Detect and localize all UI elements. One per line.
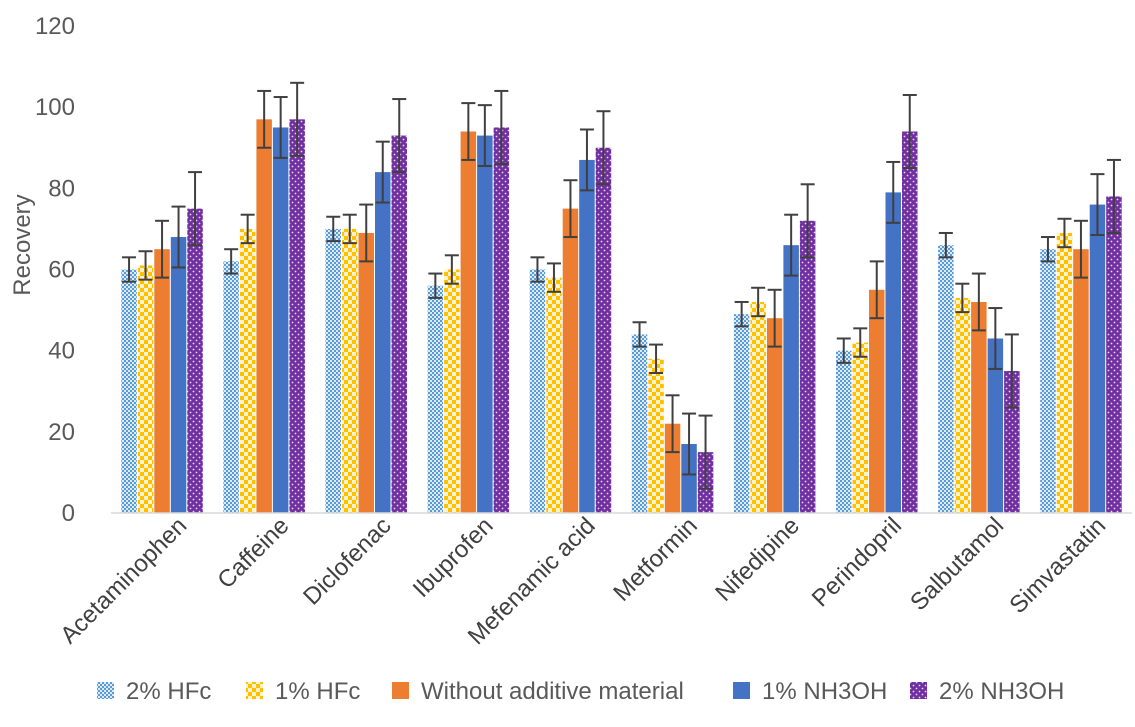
bar	[1073, 249, 1089, 513]
y-tick-label: 100	[35, 94, 75, 121]
bar	[885, 192, 901, 513]
bar	[1056, 232, 1073, 514]
legend-swatch	[246, 682, 263, 699]
category-label: Salbutamol	[905, 512, 1009, 616]
category-labels: Acetaminophen Caffeine Diclofenac Ibuprofen…	[55, 512, 1111, 650]
bar	[902, 131, 918, 513]
bar	[954, 297, 971, 513]
legend-label: 2% NH3OH	[939, 678, 1064, 705]
bar	[631, 334, 648, 513]
bar	[987, 338, 1004, 513]
bar	[170, 237, 187, 513]
bar	[289, 119, 305, 513]
bar	[460, 131, 477, 513]
bar	[766, 318, 783, 513]
bar	[971, 301, 987, 513]
category-label: Metformin	[608, 512, 703, 607]
bar	[137, 265, 154, 513]
y-tick-label: 120	[35, 13, 75, 40]
category-label: Acetaminophen	[55, 512, 192, 649]
bar	[546, 277, 562, 513]
bar	[648, 358, 664, 513]
legend-label: 1% HFc	[275, 678, 360, 705]
bar	[1089, 204, 1106, 513]
bar	[1004, 370, 1020, 513]
category-label: Simvastatin	[1004, 512, 1111, 619]
bar	[391, 135, 407, 513]
y-axis-ticks: 0 20 40 60 80 100 120	[35, 13, 75, 527]
legend-label: Without additive material	[421, 678, 684, 705]
bar	[358, 232, 374, 514]
y-tick-label: 20	[48, 419, 75, 446]
y-tick-label: 80	[48, 175, 75, 202]
bar	[493, 127, 510, 514]
legend: 2% HFc 1% HFc Without additive material 1% …	[97, 678, 1064, 705]
bar	[681, 444, 697, 513]
category-label: Ibuprofen	[408, 512, 499, 603]
legend-swatch	[733, 682, 750, 699]
bar	[869, 289, 885, 513]
bar	[595, 147, 612, 513]
bar	[272, 127, 289, 514]
bar	[427, 285, 444, 513]
bar	[375, 172, 391, 513]
bar	[783, 245, 799, 513]
bar	[1106, 196, 1122, 513]
bar	[579, 159, 595, 513]
category-label: Diclofenac	[298, 512, 396, 610]
bar	[938, 245, 954, 513]
legend-swatch	[392, 682, 409, 699]
y-axis-title: Recovery	[9, 194, 36, 295]
y-tick-label: 60	[48, 257, 75, 284]
bar	[239, 228, 256, 514]
bar	[477, 135, 493, 513]
category-label: Caffeine	[212, 512, 294, 594]
bar-series-group	[121, 81, 1122, 514]
bar	[799, 220, 816, 514]
category-label: Nifedipine	[710, 512, 805, 607]
category-label: Perindopril	[807, 512, 907, 612]
bar	[121, 269, 137, 513]
bar	[733, 314, 750, 513]
bar	[836, 350, 852, 513]
bar	[1040, 249, 1056, 513]
bar	[256, 119, 272, 513]
y-tick-label: 40	[48, 338, 75, 365]
legend-label: 2% HFc	[126, 678, 211, 705]
bar	[444, 269, 460, 513]
legend-label: 1% NH3OH	[762, 678, 887, 705]
bar	[223, 261, 239, 513]
bar	[187, 208, 203, 514]
bar	[750, 301, 766, 513]
bar	[325, 228, 341, 514]
bar	[529, 269, 546, 513]
bar	[342, 228, 358, 514]
bar	[852, 342, 868, 513]
bar	[562, 208, 579, 514]
bar	[154, 249, 170, 513]
bar	[664, 423, 681, 513]
y-tick-label: 0	[62, 500, 75, 527]
legend-swatch	[97, 682, 114, 699]
legend-swatch	[910, 682, 927, 699]
